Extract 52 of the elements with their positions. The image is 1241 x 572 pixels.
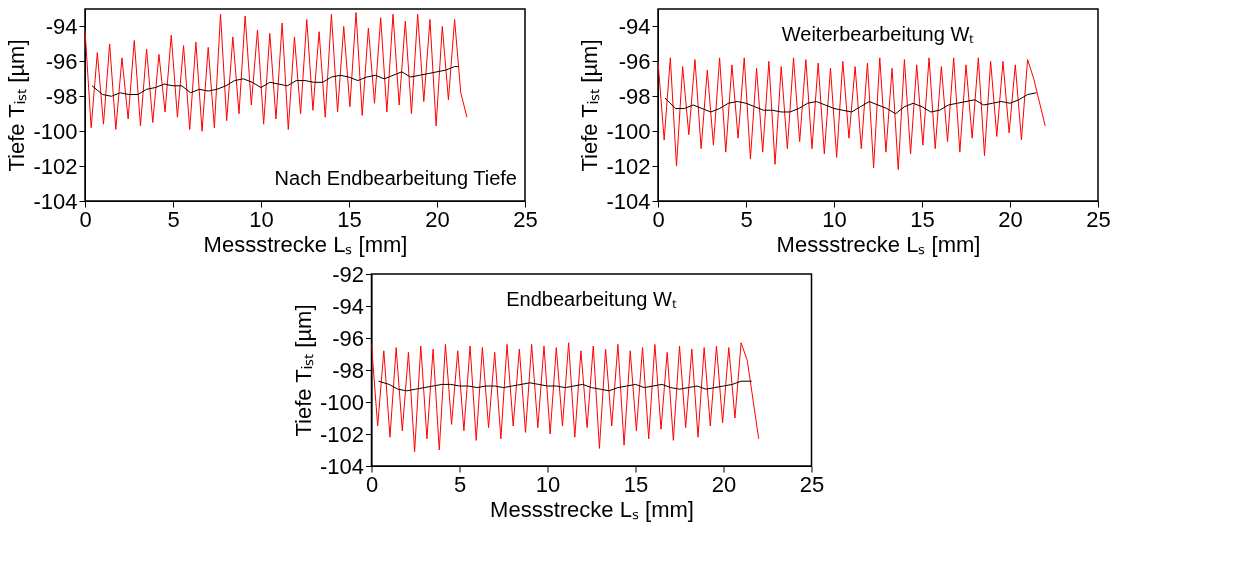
y-tick-label: -96 bbox=[45, 48, 78, 74]
y-tick-label: -100 bbox=[606, 118, 651, 144]
annotation: Nach Endbearbeitung Tiefe bbox=[274, 167, 518, 189]
x-tick-label: 10 bbox=[822, 206, 847, 232]
annotation: Weiterbearbeitung Wₜ bbox=[781, 23, 975, 45]
x-tick-label: 20 bbox=[425, 206, 450, 232]
x-tick-label: 25 bbox=[513, 206, 538, 232]
x-tick-label: 25 bbox=[1086, 206, 1111, 232]
y-tick-label: -104 bbox=[606, 188, 651, 214]
y-tick-label: -102 bbox=[606, 153, 651, 179]
x-axis-title: Messstrecke Lₛ [mm] bbox=[203, 231, 408, 257]
y-tick-label: -94 bbox=[618, 13, 651, 39]
annotation: Endbearbeitung Wₜ bbox=[506, 288, 677, 310]
x-tick-label: 0 bbox=[652, 206, 665, 232]
y-tick-label: -96 bbox=[332, 325, 365, 351]
y-tick-label: -94 bbox=[332, 293, 365, 319]
x-tick-label: 15 bbox=[337, 206, 362, 232]
x-tick-label: 15 bbox=[623, 471, 649, 497]
x-tick-label: 5 bbox=[740, 206, 753, 232]
line-series bbox=[378, 380, 753, 392]
line-series bbox=[85, 11, 468, 132]
y-tick-label: -96 bbox=[618, 48, 651, 74]
x-tick-label: 5 bbox=[167, 206, 180, 232]
y-tick-label: -98 bbox=[45, 83, 78, 109]
y-axis-title: Tiefe Tᵢₛₜ [µm] bbox=[4, 39, 30, 172]
x-tick-label: 20 bbox=[711, 471, 737, 497]
y-tick-label: -92 bbox=[332, 261, 365, 287]
y-tick-label: -98 bbox=[332, 357, 365, 383]
y-tick-label: -104 bbox=[319, 453, 365, 479]
x-tick-label: 15 bbox=[910, 206, 935, 232]
x-axis-title: Messstrecke Lₛ [mm] bbox=[490, 496, 694, 522]
y-tick-label: -100 bbox=[319, 389, 365, 415]
x-tick-label: 20 bbox=[998, 206, 1023, 232]
x-tick-label: 10 bbox=[249, 206, 274, 232]
x-axis-title: Messstrecke Lₛ [mm] bbox=[776, 231, 981, 257]
y-axis-title: Tiefe Tᵢₛₜ [µm] bbox=[290, 304, 316, 437]
y-tick-label: -102 bbox=[33, 153, 78, 179]
y-axis-title: Tiefe Tᵢₛₜ [µm] bbox=[577, 39, 603, 172]
x-tick-label: 10 bbox=[535, 471, 561, 497]
y-tick-label: -100 bbox=[33, 118, 78, 144]
x-tick-label: 0 bbox=[365, 471, 379, 497]
line-series bbox=[371, 342, 760, 453]
x-tick-label: 5 bbox=[453, 471, 467, 497]
x-tick-label: 25 bbox=[799, 471, 825, 497]
y-tick-label: -102 bbox=[319, 421, 365, 447]
y-tick-label: -104 bbox=[33, 188, 78, 214]
y-tick-label: -98 bbox=[618, 83, 651, 109]
x-tick-label: 0 bbox=[79, 206, 92, 232]
line-series bbox=[658, 57, 1046, 171]
line-series bbox=[664, 92, 1037, 115]
line-series bbox=[91, 66, 459, 97]
y-tick-label: -94 bbox=[45, 13, 78, 39]
